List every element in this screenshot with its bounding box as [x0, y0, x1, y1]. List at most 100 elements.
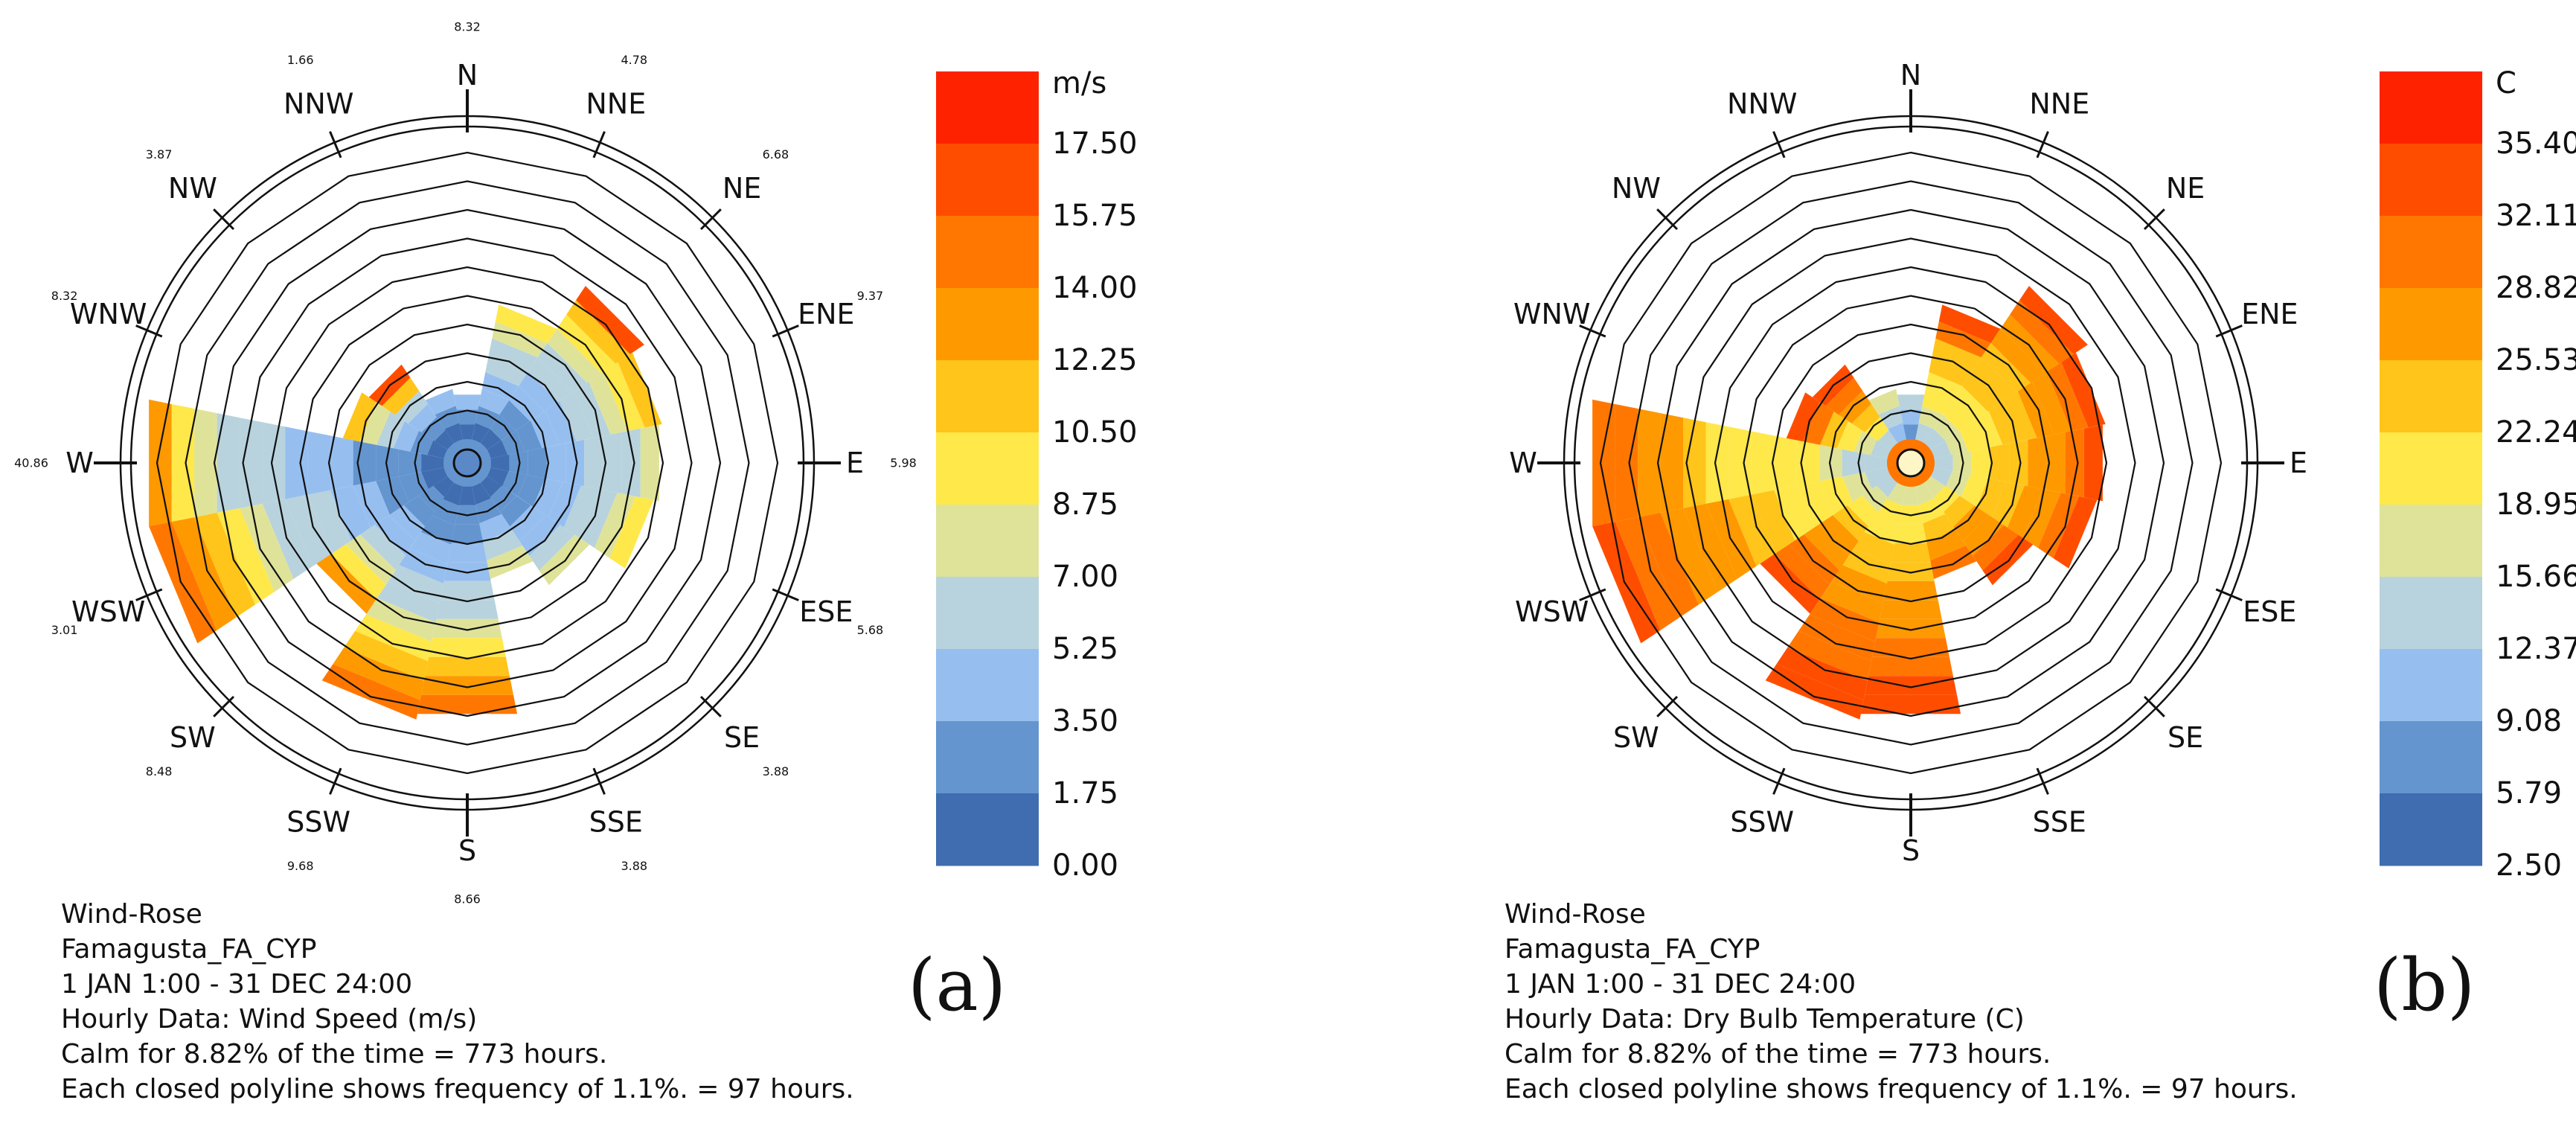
frequency-ring-2 [1828, 380, 1993, 546]
sector-wsw-band-9 [1660, 508, 1718, 605]
sector-e-band-8 [2083, 424, 2103, 502]
sector-sw-band-0 [432, 476, 455, 498]
frequency-ring-3 [1800, 352, 2022, 574]
frequency-ring-8 [213, 208, 722, 717]
frequency-ring-3 [356, 352, 578, 574]
sector-sw-band-8 [316, 554, 377, 614]
frequency-ring-7 [1685, 237, 2136, 688]
direction-labels: N NNE NE ENE E ESE SE SSE S SSW SW WSW W WNW NW NNW [1509, 59, 2307, 867]
sector-nne-band-0 [1915, 423, 1934, 444]
sector-ene-band-9 [2061, 352, 2106, 428]
legend-band-4 [936, 360, 1039, 433]
sector-nne-band-2 [1922, 388, 1953, 415]
sector-ese-band-6 [2022, 489, 2061, 549]
sector-ssw-band-7 [1809, 598, 1880, 642]
sector-nnw-band-1 [1878, 406, 1903, 429]
sector-wnw-band-4 [1803, 402, 1834, 445]
sector-e-band-2 [1971, 447, 1990, 479]
sector-ese-band-4 [548, 482, 582, 528]
sector-w-band-0 [421, 453, 444, 473]
sector-w-band-5 [307, 431, 331, 495]
sector-e-band-7 [621, 428, 641, 498]
frequency-ring-1 [1857, 409, 1964, 517]
sector-wnw-band-2 [1836, 420, 1862, 452]
legend-tick: 35.40 [2496, 127, 2576, 161]
sector-e-band-6 [2046, 432, 2066, 494]
direction-label-se: SE [2168, 721, 2203, 754]
direction-label-sw: SW [1613, 721, 1659, 754]
direction-label-n: N [457, 59, 478, 92]
sector-w-band-9 [1660, 413, 1684, 513]
sector-ssw-band-10 [333, 647, 424, 700]
direction-label-ese: ESE [799, 595, 853, 628]
info-period: 1 JAN 1:00 - 31 DEC 24:00 [1505, 969, 1856, 1000]
legend-band-8 [936, 649, 1039, 722]
sector-wsw-band-9 [217, 508, 275, 605]
sector-sw-band-4 [374, 515, 415, 556]
sector-nnw-band-0 [444, 423, 463, 444]
legend-band-10 [2380, 793, 2482, 866]
sector-ne-band-10 [576, 286, 644, 354]
info-calm: Calm for 8.82% of the time = 773 hours. [1505, 1039, 2051, 1069]
sector-se-band-4 [519, 515, 560, 556]
sector-ssw-band-4 [399, 549, 447, 583]
direction-label-e: E [846, 447, 864, 479]
sector-ese-band-5 [2007, 485, 2043, 538]
direction-label-wsw: WSW [1515, 595, 1589, 628]
info-period: 1 JAN 1:00 - 31 DEC 24:00 [61, 969, 413, 1000]
legend-tick: 7.00 [1052, 560, 1118, 594]
legend-tick: 1.75 [1052, 776, 1118, 810]
sector-nne-band-6 [1935, 322, 1991, 358]
sector-s-band-10 [421, 676, 513, 695]
tick-ene [772, 324, 799, 338]
sector-sw-band-2 [1847, 495, 1879, 527]
legend-band-9 [2380, 721, 2482, 794]
direction-label-e: E [2290, 447, 2307, 479]
info-calm: Calm for 8.82% of the time = 773 hours. [61, 1039, 608, 1069]
sector-ssw-band-0 [443, 482, 463, 506]
sector-nne-band-3 [1925, 372, 1963, 400]
sector-se-band-3 [1953, 505, 1990, 542]
legend-band-6 [2380, 505, 2482, 578]
sector-ese-band-0 [487, 467, 509, 487]
sector-ssw-band-8 [1798, 614, 1876, 662]
wind-rose-b: N NNE NE ENE E ESE SE SSE S SSW SW WSW W WNW NW NNW [1509, 59, 2307, 867]
direction-value-ene: 9.37 [857, 289, 884, 303]
sector-sw-band-3 [1833, 505, 1868, 541]
direction-value-s: 8.66 [454, 892, 481, 906]
sector-e-band-5 [2028, 435, 2047, 490]
info-block-b: Wind-Rose Famagusta_FA_CYP 1 JAN 1:00 - … [1505, 897, 2298, 1107]
sector-se-band-2 [1944, 496, 1975, 527]
frequency-ring-1 [414, 409, 521, 517]
sector-ne-band-4 [1962, 371, 2002, 412]
sector-s-band-9 [425, 656, 510, 677]
sector-e-band-6 [603, 432, 622, 494]
sector-w-band-5 [1751, 431, 1775, 495]
sector-nne-band-1 [1918, 406, 1944, 429]
direction-value-ese: 5.68 [857, 623, 884, 637]
sector-w-band-11 [1615, 404, 1638, 522]
sector-w-band-10 [194, 409, 217, 517]
legend-labels: C 35.40 32.11 28.82 25.53 22.24 18.95 15.66 12.3… [2496, 66, 2576, 883]
legend-band-10 [936, 793, 1039, 866]
direction-value-nnw: 1.66 [287, 53, 314, 67]
legend-tick: 18.95 [2496, 487, 2576, 522]
legend-tick: 2.50 [2496, 848, 2562, 883]
direction-label-nnw: NNW [283, 88, 353, 121]
frequency-ring-5 [299, 295, 635, 631]
info-title: Wind-Rose [61, 899, 202, 930]
sector-nw-band-1 [1865, 417, 1889, 441]
sector-wsw-band-3 [1796, 481, 1833, 528]
sector-nw-band-2 [1851, 403, 1880, 432]
sector-sw-band-6 [1789, 534, 1839, 585]
direction-value-w: 40.86 [14, 456, 48, 470]
sector-e-band-8 [640, 424, 659, 502]
panel-label-a: (a) [908, 944, 1007, 1027]
legend-a: m/s 17.50 15.75 14.00 12.25 10.50 8.75 7.00 5.25… [936, 66, 1138, 883]
sector-wsw-band-5 [1751, 490, 1795, 554]
sector-w-band-4 [1774, 435, 1797, 490]
sector-nne-band-2 [478, 388, 510, 415]
sector-ssw-band-9 [344, 630, 428, 681]
sector-ese-band-2 [517, 474, 545, 508]
